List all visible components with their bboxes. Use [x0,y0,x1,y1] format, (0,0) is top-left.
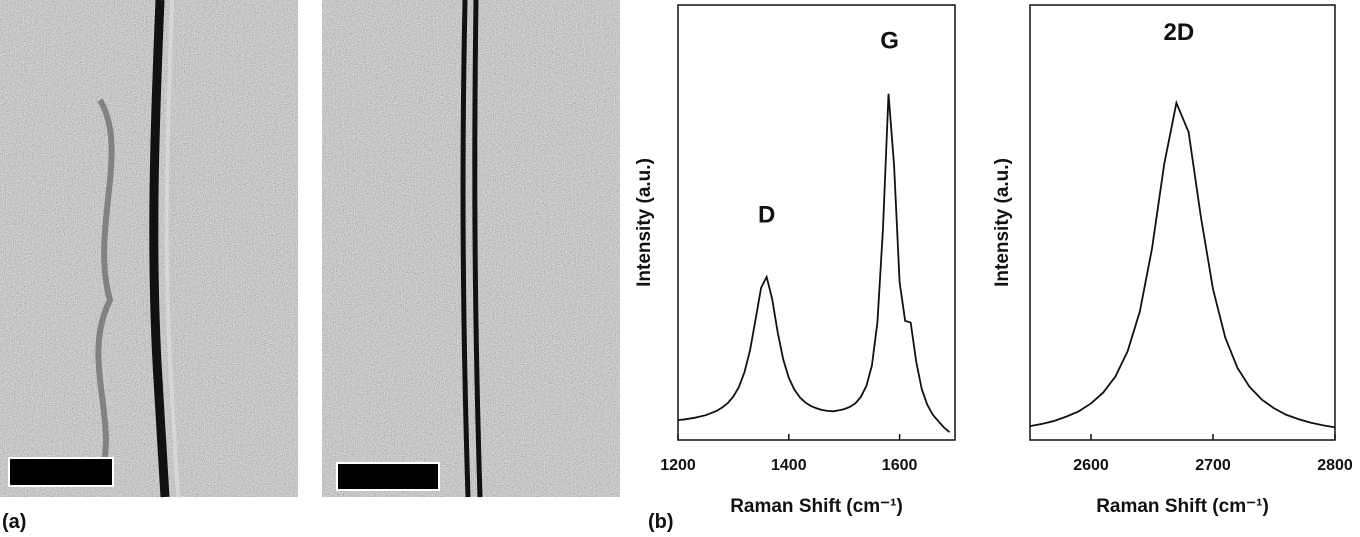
peak-label: G [880,28,899,55]
spectrum-line [677,93,951,433]
x-axis-label: Raman Shift (cm⁻¹) [730,496,903,517]
plot-frame [1029,4,1336,441]
peak-label: 2D [1163,19,1194,46]
tem-image-right [322,0,620,498]
y-axis-label: Intensity (a.u.) [992,158,1013,287]
x-tick-label: 2600 [1073,457,1109,474]
x-tick-label: 1200 [660,457,696,474]
plot-frame [677,4,956,441]
panel-label: (b) [648,511,674,533]
x-tick-label: 1400 [771,457,807,474]
x-tick-label: 2800 [1317,457,1353,474]
spectrum-line [1029,99,1336,429]
x-tick-label: 2700 [1195,457,1231,474]
tem-image-left [0,0,298,498]
x-tick-label: 1600 [882,457,918,474]
x-axis-label: Raman Shift (cm⁻¹) [1096,496,1269,517]
panel-label: (a) [2,511,26,533]
peak-label: D [758,202,775,229]
y-axis-label: Intensity (a.u.) [634,158,655,287]
